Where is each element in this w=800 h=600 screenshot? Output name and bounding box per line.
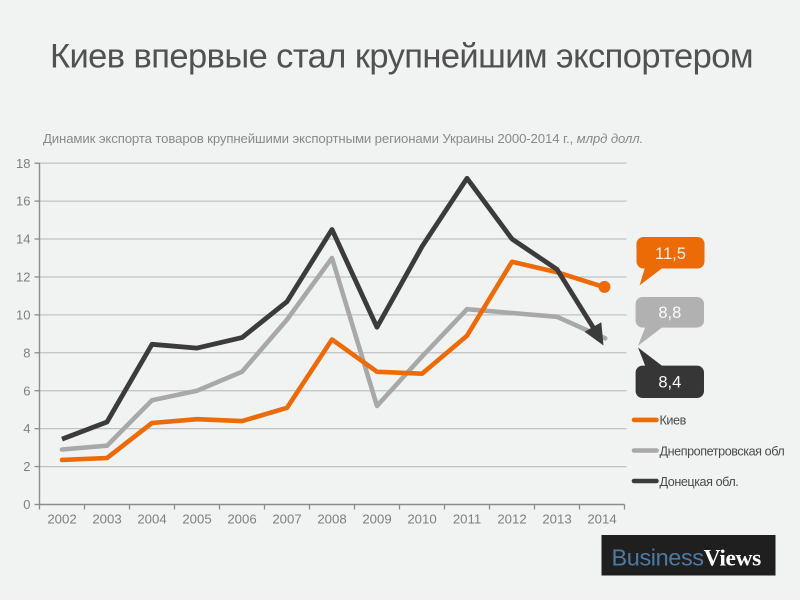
svg-text:2006: 2006	[227, 512, 256, 527]
svg-text:2012: 2012	[497, 512, 526, 527]
svg-text:10: 10	[16, 308, 30, 323]
svg-text:2010: 2010	[407, 512, 436, 527]
svg-text:2002: 2002	[47, 512, 76, 527]
svg-text:2: 2	[23, 459, 30, 474]
svg-text:4: 4	[23, 421, 30, 436]
svg-text:2005: 2005	[182, 512, 211, 527]
svg-text:Киев: Киев	[660, 414, 687, 428]
svg-text:2014: 2014	[587, 512, 616, 527]
svg-text:2013: 2013	[542, 512, 571, 527]
svg-text:8,8: 8,8	[658, 304, 681, 322]
svg-text:2003: 2003	[92, 512, 121, 527]
svg-text:11,5: 11,5	[655, 245, 686, 263]
svg-text:14: 14	[16, 232, 30, 247]
svg-text:2004: 2004	[137, 512, 166, 527]
svg-text:Динамик экспорта товаров крупн: Динамик экспорта товаров крупнейшими экс…	[43, 131, 643, 146]
svg-text:2011: 2011	[453, 512, 481, 527]
svg-text:Киев впервые стал крупнейшим э: Киев впервые стал крупнейшим экспортером	[50, 38, 753, 76]
svg-text:16: 16	[16, 194, 30, 209]
svg-text:8,4: 8,4	[658, 374, 681, 392]
svg-text:8: 8	[23, 345, 30, 360]
svg-text:BusinessViews: BusinessViews	[612, 544, 762, 571]
svg-text:0: 0	[23, 497, 30, 512]
svg-text:2009: 2009	[362, 512, 391, 527]
svg-text:12: 12	[16, 270, 30, 285]
svg-text:2007: 2007	[272, 512, 301, 527]
svg-text:18: 18	[16, 156, 30, 171]
svg-text:Донецкая обл.: Донецкая обл.	[660, 475, 739, 489]
svg-text:2008: 2008	[317, 512, 346, 527]
svg-text:6: 6	[23, 383, 30, 398]
svg-text:Днепропетровская обл: Днепропетровская обл	[660, 444, 785, 458]
